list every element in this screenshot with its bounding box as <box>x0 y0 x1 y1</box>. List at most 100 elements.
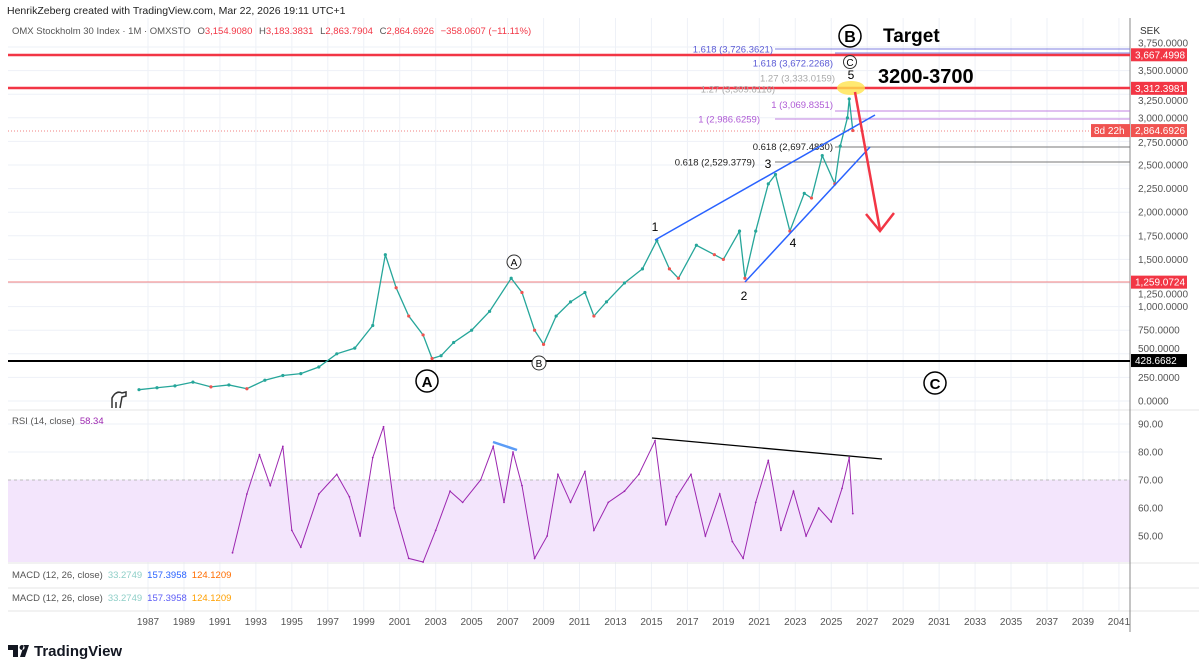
rsi-point <box>269 484 272 487</box>
wave-b-big-label: B <box>844 29 856 46</box>
rsi-point <box>792 490 795 493</box>
rsi-point <box>393 507 396 509</box>
price-point <box>263 378 267 382</box>
time-tick: 2019 <box>712 617 735 628</box>
target-highlight <box>837 81 865 95</box>
rsi-point <box>348 495 351 498</box>
price-tick: 1,750.0000 <box>1138 231 1188 242</box>
price-tick: 250.0000 <box>1138 373 1180 384</box>
price-point <box>383 253 387 257</box>
upper-wedge-line[interactable] <box>654 114 876 241</box>
target-label: Target <box>883 26 940 47</box>
rsi-divergence-line[interactable] <box>651 437 883 460</box>
time-tick: 2013 <box>604 617 627 628</box>
price-tick: 1,500.0000 <box>1138 255 1188 266</box>
wave-3-label: 3 <box>765 157 772 171</box>
rsi-point <box>245 493 248 495</box>
price-tick: 2,500.0000 <box>1138 161 1188 172</box>
time-tick: 2039 <box>1072 617 1095 628</box>
price-point <box>604 300 609 304</box>
rsi-point <box>623 490 626 493</box>
price-tick: 2,250.0000 <box>1138 184 1188 195</box>
rsi-point <box>335 473 338 476</box>
rsi-point <box>569 501 572 504</box>
rsi-point <box>718 493 721 495</box>
rsi-point <box>841 487 843 490</box>
down-arrow[interactable] <box>853 91 895 234</box>
rsi-point <box>830 521 833 523</box>
price-point <box>568 300 573 304</box>
rsi-point <box>382 425 385 428</box>
rsi-point <box>742 557 745 560</box>
price-point <box>227 383 231 387</box>
wave-b-small-label: B <box>536 359 543 370</box>
price-badge <box>1131 354 1187 368</box>
price-point <box>317 365 321 369</box>
credit-line: HenrikZeberg created with TradingView.co… <box>7 5 346 17</box>
rsi-point <box>521 484 523 487</box>
rsi-blue-mark[interactable] <box>492 440 518 452</box>
rsi-tick: 70.00 <box>1138 476 1163 487</box>
fib-label: 1 (2,986.6259) <box>698 115 760 126</box>
symbol-legend[interactable]: OMX Stockholm 30 Index · 1M · OMXSTO O3,… <box>12 26 531 37</box>
price-tick: 1,000.0000 <box>1138 302 1188 313</box>
rsi-point <box>258 453 261 456</box>
price-point <box>353 346 357 350</box>
wave-4-label: 4 <box>790 236 797 250</box>
rsi-point <box>637 473 640 476</box>
price-point <box>541 342 546 346</box>
rsi-legend[interactable]: RSI (14, close) 58.34 <box>12 416 104 427</box>
time-tick: 2015 <box>640 617 663 628</box>
time-tick: 2027 <box>856 617 879 628</box>
tradingview-logo[interactable]: TradingView <box>8 643 122 660</box>
rsi-point <box>607 501 610 504</box>
lower-wedge-line[interactable] <box>744 146 871 283</box>
price-point <box>583 290 587 295</box>
fib-label: 1 (3,069.8351) <box>771 100 833 111</box>
time-tick: 2041 <box>1108 617 1131 628</box>
rsi-point <box>533 557 536 560</box>
price-badge-text: 3,312.3981 <box>1135 84 1185 95</box>
price-point <box>245 387 249 391</box>
wave-c-small-label: C <box>846 58 853 69</box>
price-point <box>592 314 596 318</box>
price-point <box>809 196 814 200</box>
price-tick: 1,250.0000 <box>1138 290 1188 301</box>
price-point <box>851 128 855 133</box>
price-point <box>470 328 474 332</box>
rsi-point <box>503 501 505 504</box>
price-point <box>173 384 177 388</box>
time-tick: 2025 <box>820 617 843 628</box>
price-point <box>622 281 627 285</box>
wave-b-small-circle <box>531 355 547 371</box>
rsi-point <box>407 557 410 560</box>
rsi-point <box>675 495 678 498</box>
rsi-point <box>754 501 757 504</box>
price-point <box>847 97 851 101</box>
currency-label: SEK <box>1140 26 1160 37</box>
wave-c-big-circle <box>923 371 947 395</box>
time-tick: 2033 <box>964 617 987 628</box>
price-point <box>335 352 339 356</box>
rsi-tick: 90.00 <box>1138 420 1163 431</box>
time-tick: 1997 <box>317 617 340 628</box>
price-tick: 0.0000 <box>1138 397 1169 408</box>
rsi-point <box>593 529 595 532</box>
wave-c-small-circle <box>843 55 857 69</box>
price-point <box>554 314 558 318</box>
price-point <box>281 373 285 378</box>
rsi-tick: 60.00 <box>1138 504 1163 515</box>
time-tick: 2021 <box>748 617 771 628</box>
time-tick: 1987 <box>137 617 160 628</box>
macd-legend-2[interactable]: MACD (12, 26, close) 33.2749 157.3958 124.1… <box>12 593 231 604</box>
wave-a-small-label: A <box>511 258 518 269</box>
price-tick: 2,750.0000 <box>1138 138 1188 149</box>
price-tick: 500.0000 <box>1138 344 1180 355</box>
price-badge <box>1131 48 1187 62</box>
price-point <box>676 276 681 280</box>
rsi-point <box>231 551 234 554</box>
macd-legend-1[interactable]: MACD (12, 26, close) 33.2749 157.3958 124.1… <box>12 570 231 581</box>
rsi-point <box>848 456 851 459</box>
price-badge-text: 3,667.4998 <box>1135 50 1185 61</box>
